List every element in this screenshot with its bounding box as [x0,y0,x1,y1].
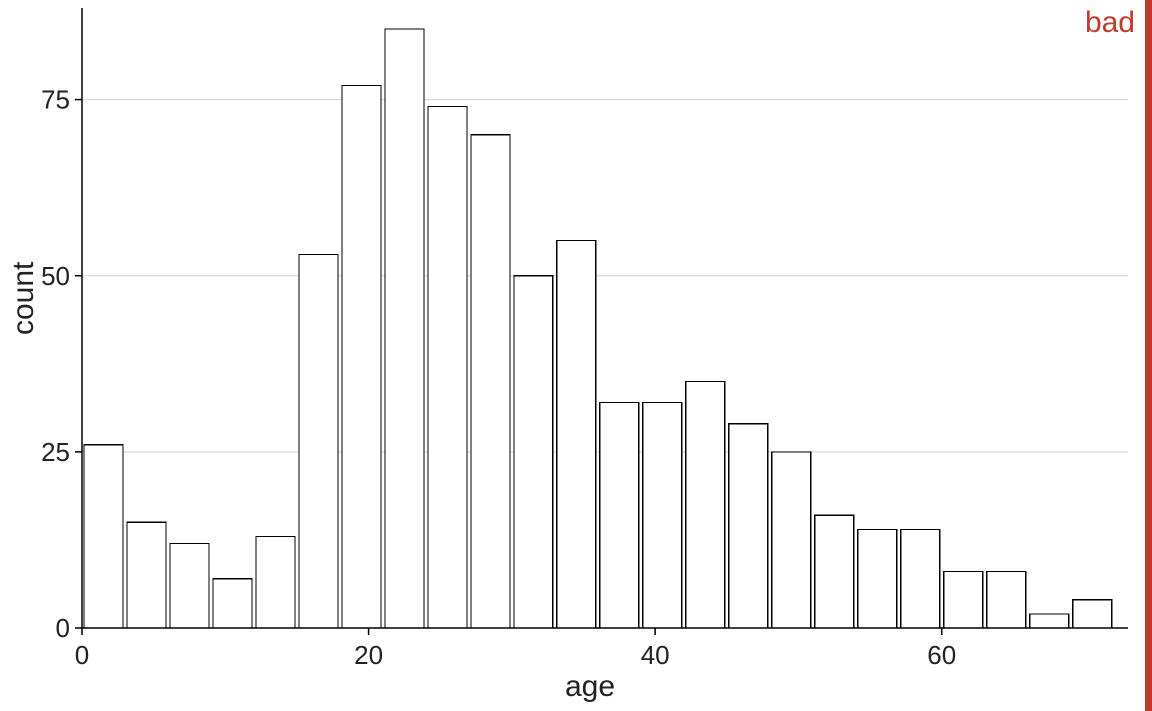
x-tick-label: 60 [927,640,956,670]
y-tick-label: 50 [41,261,70,291]
histogram-chart: 0 20 40 60 0 25 50 75 count age bad [0,0,1152,711]
y-tick-label: 75 [41,85,70,115]
y-tick-label: 25 [41,437,70,467]
x-tick-label: 40 [641,640,670,670]
y-axis-label: count [7,295,41,335]
chart-svg: 0 20 40 60 0 25 50 75 [0,0,1152,711]
bad-annotation: bad [1085,6,1135,40]
x-tick-label: 0 [75,640,89,670]
x-tick-label: 20 [354,640,383,670]
y-tick-label: 0 [56,613,70,643]
x-axis-label: age [565,670,615,704]
